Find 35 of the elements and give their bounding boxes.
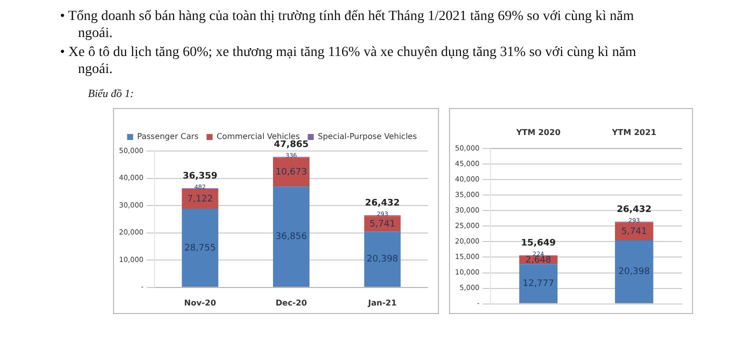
data-label: 7,122 bbox=[187, 194, 213, 205]
text: • Tổng doanh số bán hàng của toàn thị trường tính đến hết Tháng 1/2021 tăng 69% so với cùng kì năm ngoái. bbox=[60, 8, 635, 42]
bar bbox=[519, 264, 558, 304]
data-label: 5,741 bbox=[621, 226, 648, 237]
total-label: 36,359 bbox=[182, 172, 218, 182]
x-tick-label: YTM 2020 bbox=[515, 128, 561, 137]
bar bbox=[182, 190, 218, 209]
bar bbox=[614, 240, 654, 304]
bar bbox=[273, 186, 310, 287]
bar bbox=[364, 232, 401, 287]
text: Biểu đồ 1: bbox=[88, 88, 135, 100]
data-label: 5,741 bbox=[370, 219, 396, 230]
x-tick-label: YTM 2021 bbox=[610, 128, 657, 137]
legend-label: Special-Purpose Vehicles bbox=[318, 132, 417, 142]
data-label: 20,398 bbox=[618, 267, 650, 278]
total-label: 26,432 bbox=[616, 205, 652, 216]
total-label: 26,432 bbox=[365, 198, 400, 209]
total-label: 47,865 bbox=[274, 140, 309, 150]
bar bbox=[273, 158, 310, 187]
data-label: 2,648 bbox=[525, 255, 552, 266]
data-label: 12,777 bbox=[522, 279, 554, 290]
bar bbox=[182, 208, 218, 287]
data-label: 28,755 bbox=[184, 243, 216, 254]
x-tick-label: Dec-20 bbox=[276, 298, 308, 308]
total-label: 15,649 bbox=[521, 238, 556, 249]
data-label: 36,856 bbox=[275, 232, 308, 242]
data-label: 10,673 bbox=[275, 168, 307, 178]
legend-label: Passenger Cars bbox=[137, 132, 199, 142]
bar bbox=[614, 222, 654, 240]
data-label: 20,398 bbox=[366, 254, 398, 265]
legend-label: Commercial Vehicles bbox=[216, 132, 300, 142]
x-tick-label: Jan-21 bbox=[367, 298, 398, 308]
x-tick-label: Nov-20 bbox=[184, 298, 216, 308]
text: • Xe ô tô du lịch tăng 60%; xe thương mại tăng 116% và xe chuyên dụng tăng 31% so với cùng kì năm ngoái. bbox=[60, 44, 638, 78]
bar bbox=[364, 216, 401, 232]
